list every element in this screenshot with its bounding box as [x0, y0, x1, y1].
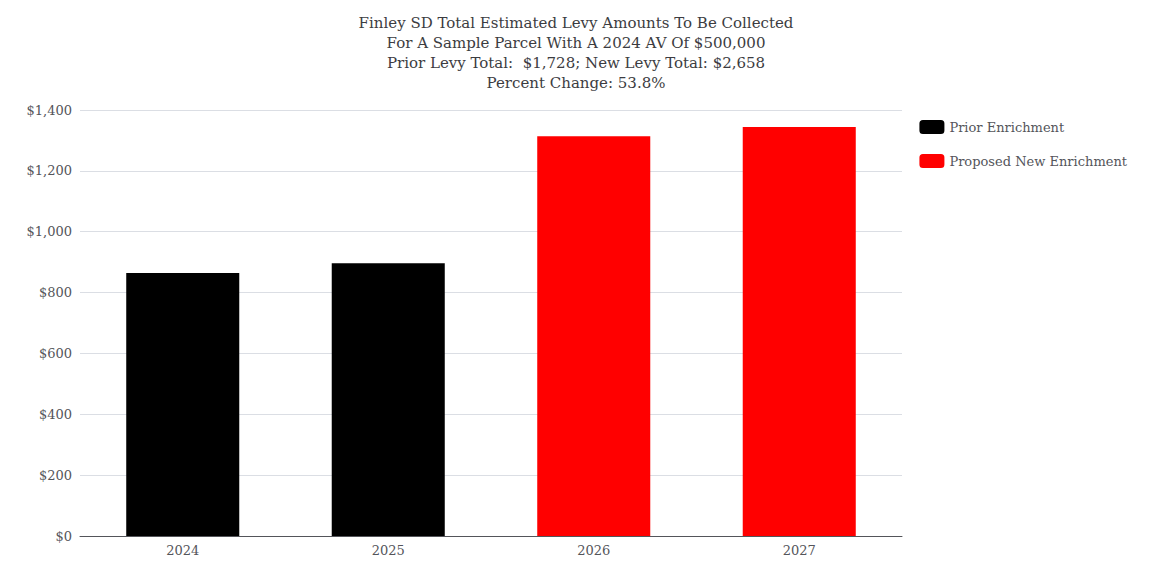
svg-text:$0: $0 [55, 529, 72, 544]
svg-text:Percent Change: 53.8%: Percent Change: 53.8% [487, 74, 666, 92]
svg-text:Prior Levy Total: $1,728; New: Prior Levy Total: $1,728; New Levy Total… [387, 54, 765, 72]
svg-text:$400: $400 [39, 407, 72, 422]
svg-text:$1,400: $1,400 [27, 103, 73, 118]
svg-text:Prior Enrichment: Prior Enrichment [949, 120, 1065, 135]
svg-text:2027: 2027 [783, 543, 816, 558]
svg-text:2024: 2024 [166, 543, 199, 558]
svg-text:2025: 2025 [372, 543, 405, 558]
svg-text:$200: $200 [39, 468, 72, 483]
svg-text:Proposed New Enrichment: Proposed New Enrichment [949, 154, 1127, 169]
svg-text:Finley SD Total Estimated Levy: Finley SD Total Estimated Levy Amounts T… [359, 14, 794, 32]
svg-text:For A Sample Parcel With A 202: For A Sample Parcel With A 2024 AV Of $5… [387, 34, 766, 52]
svg-text:$1,000: $1,000 [27, 224, 73, 239]
svg-text:$1,200: $1,200 [27, 163, 73, 178]
svg-text:$600: $600 [39, 346, 72, 361]
svg-text:$800: $800 [39, 285, 72, 300]
svg-text:2026: 2026 [577, 543, 610, 558]
